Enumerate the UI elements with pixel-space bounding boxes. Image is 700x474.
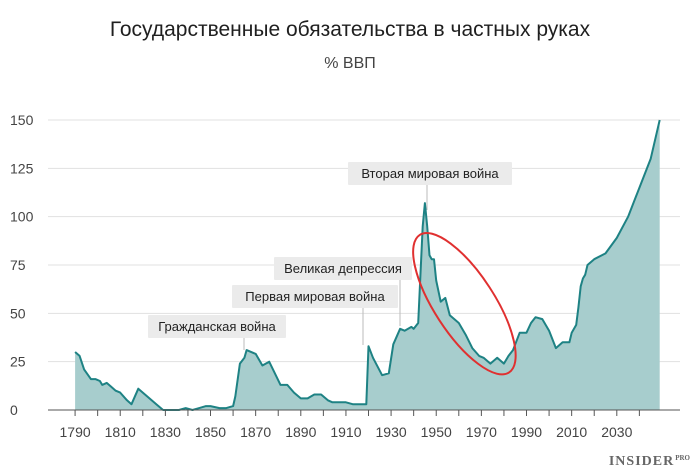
x-tick-label: 1830 (150, 424, 181, 440)
x-tick-label: 1910 (330, 424, 361, 440)
chart-title: Государственные обязательства в частных … (109, 18, 591, 41)
x-tick-label: 2010 (556, 424, 587, 440)
annotation-label: Вторая мировая война (361, 166, 499, 181)
annotation-label: Гражданская война (158, 319, 276, 334)
brand-name: INSIDER (608, 454, 675, 469)
annotation-box (232, 285, 398, 308)
y-tick-label: 150 (10, 112, 34, 128)
x-tick-label: 1790 (60, 424, 91, 440)
x-tick-label: 1950 (421, 424, 452, 440)
x-tick-label: 1810 (105, 424, 136, 440)
series-area (75, 120, 660, 410)
insider-pro-logo: INSIDERPRO (609, 454, 690, 470)
y-tick-label: 0 (10, 402, 18, 418)
highlight-ellipse (412, 232, 517, 376)
annotation-label: Первая мировая война (245, 289, 385, 304)
brand-suffix: PRO (675, 454, 690, 462)
x-tick-label: 2030 (601, 424, 632, 440)
chart-subtitle: % ВВП (324, 55, 376, 72)
annotation-box (148, 315, 286, 338)
y-tick-label: 125 (10, 160, 34, 176)
y-tick-label: 25 (10, 354, 26, 370)
x-tick-label: 1990 (511, 424, 542, 440)
annotation-box (274, 257, 412, 280)
x-tick-label: 1970 (466, 424, 497, 440)
x-tick-label: 1890 (285, 424, 316, 440)
x-tick-label: 1850 (195, 424, 226, 440)
y-tick-label: 75 (10, 257, 26, 273)
x-tick-label: 1930 (376, 424, 407, 440)
x-tick-label: 1870 (240, 424, 271, 440)
annotation-label: Великая депрессия (284, 261, 402, 276)
y-tick-label: 100 (10, 209, 34, 225)
annotation-box (348, 162, 512, 185)
y-tick-label: 50 (10, 305, 26, 321)
